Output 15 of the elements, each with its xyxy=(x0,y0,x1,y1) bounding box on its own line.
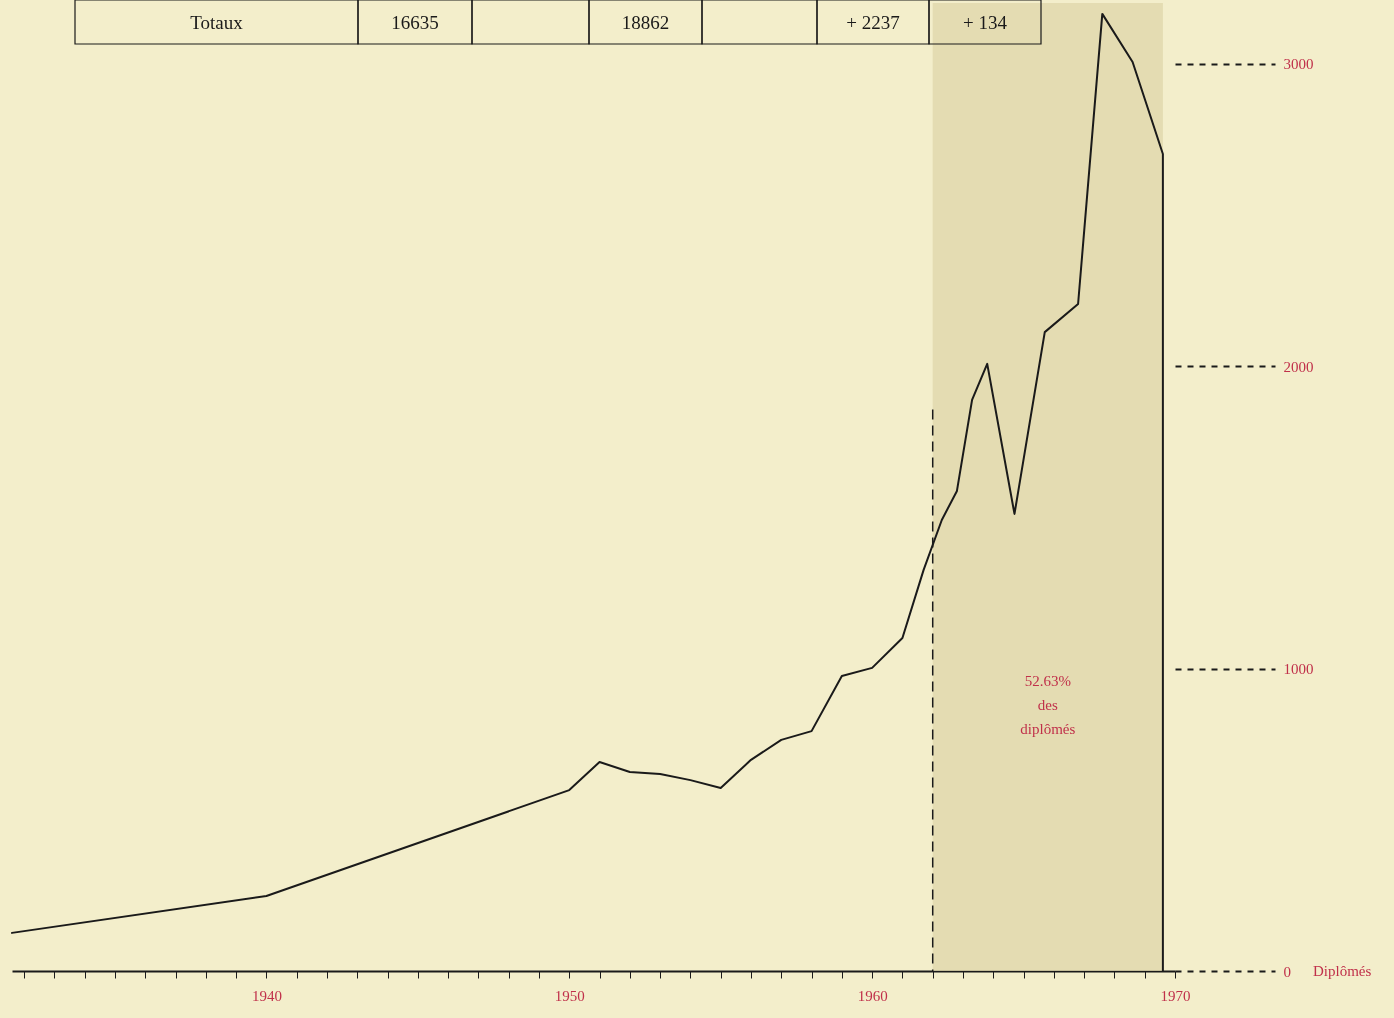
y-tick-label: 1000 xyxy=(1283,661,1314,677)
band-label: 52.63% des diplômés xyxy=(1020,672,1076,737)
annotation: + 2237 xyxy=(846,12,900,33)
y-tick-label: 3000 xyxy=(1283,56,1314,72)
x-tick-label: 1960 xyxy=(857,987,888,1004)
y-tick-label: 0 xyxy=(1283,963,1291,980)
x-tick-label: 1970 xyxy=(1160,987,1191,1004)
x-tick-label: 1940 xyxy=(251,987,282,1004)
annotation: + 134 xyxy=(963,12,1008,33)
annotation: 18862 xyxy=(621,12,670,33)
annotation: Totaux xyxy=(190,12,244,33)
y-tick-label: 2000 xyxy=(1283,358,1314,375)
annotation: 16635 xyxy=(391,12,439,33)
y-axis-title: Diplômés xyxy=(1313,963,1372,979)
x-tick-label: 1950 xyxy=(554,987,585,1004)
